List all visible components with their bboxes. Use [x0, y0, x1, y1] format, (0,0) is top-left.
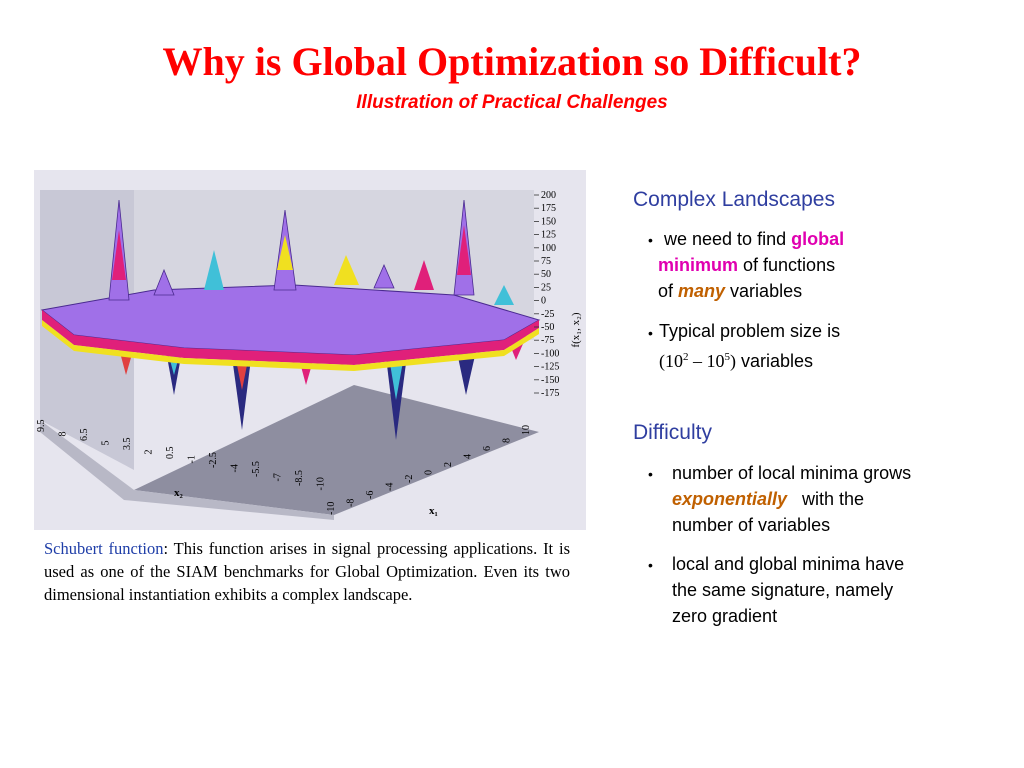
x2-tick-label: 5 [101, 441, 112, 446]
x1-tick-label: 0 [424, 470, 435, 475]
z-tick-label: -25 [541, 309, 554, 320]
x1-tick-label: -10 [326, 502, 337, 515]
x1-tick-label: 2 [443, 462, 454, 467]
heading-complex-landscapes: Complex Landscapes [633, 188, 835, 211]
figure-caption: Schubert function: This function arises … [44, 537, 570, 606]
keyword-many: many [678, 281, 726, 301]
x2-tick-label: -4 [230, 464, 241, 472]
surface-edge-band-2 [42, 320, 539, 371]
bullet-dot: • [648, 232, 653, 248]
x1-tick-label: 10 [521, 425, 532, 435]
z-tick-label: 0 [541, 296, 546, 307]
x2-tick-label: -5.5 [251, 461, 262, 477]
x2-tick-label: 2 [144, 450, 155, 455]
bullet-global-minimum: we need to find global minimum of functi… [658, 229, 845, 301]
bullet-dot: • [648, 557, 653, 573]
x2-axis-label: x₂ [174, 487, 184, 499]
x1-tick-label: -6 [365, 491, 376, 499]
x1-tick-label: 4 [463, 454, 474, 459]
surface-edge-band [42, 310, 539, 365]
z-tick-label: -125 [541, 362, 559, 373]
bullet-dot: • [648, 325, 653, 341]
positive-spikes [108, 199, 514, 305]
z-tick-label: 25 [541, 282, 551, 293]
bullet-problem-size: Typical problem size is (102 – 105) vari… [659, 321, 841, 371]
z-tick-label: -100 [541, 348, 559, 359]
keyword-exponentially: exponentially [672, 489, 788, 509]
floor-plane [134, 385, 539, 515]
z-tick-label: 125 [541, 230, 556, 241]
x2-tick-label: -10 [316, 477, 327, 490]
slide-title: Why is Global Optimization so Difficult? [162, 39, 862, 84]
z-axis-label: f(x₁, x₂) [570, 312, 582, 347]
schubert-surface-figure: 200 175 150 125 100 75 50 25 0 -25 -50 -75 -100 -125-… [34, 170, 586, 530]
bullet-local-minima-grows: number of local minima grows exponential… [672, 463, 912, 535]
x1-tick-label: 6 [482, 446, 493, 451]
bullet-same-signature: local and global minima have the same si… [672, 554, 905, 626]
z-tick-label: 75 [541, 256, 551, 267]
x1-tick-label: -4 [385, 483, 396, 491]
x2-tick-label: 9.5 [36, 420, 47, 433]
z-tick-label: 50 [541, 269, 551, 280]
z-tick-label: -150 [541, 375, 559, 386]
x2-tick-label: -8.5 [294, 470, 305, 486]
z-tick-label: -75 [541, 335, 554, 346]
z-tick-label: 100 [541, 243, 556, 254]
x1-tick-label: -2 [404, 475, 415, 483]
x1-axis-label: x₁ [429, 505, 438, 517]
floor-edge [40, 420, 334, 520]
x2-tick-label: 8 [58, 432, 69, 437]
x1-axis-ticks: -10 -8 -6 -4 -2 0 2 4 6 8 10 [326, 425, 532, 515]
z-tick-label: 175 [541, 203, 556, 214]
x2-tick-label: -1 [187, 455, 198, 463]
z-tick-label: -50 [541, 322, 554, 333]
z-tick-label: 200 [541, 190, 556, 201]
x2-axis-ticks: 9.5 8 6.5 5 3.5 2 0.5 -1 -2.5 -4 -5.5 -7 -8.5 -10 [36, 420, 327, 491]
z-tick-label: -175 [541, 388, 559, 399]
keyword-minimum: minimum [658, 255, 739, 275]
problem-size-range: (102 – 105) [659, 351, 736, 371]
x2-tick-label: 3.5 [122, 438, 133, 451]
x1-tick-label: -8 [346, 499, 357, 507]
x1-tick-label: 8 [502, 438, 513, 443]
keyword-global: global [791, 229, 845, 249]
x2-tick-label: -7 [273, 473, 284, 481]
caption-body: : This function arises in signal process… [44, 539, 570, 604]
z-tick-label: 150 [541, 216, 556, 227]
slide-subtitle: Illustration of Practical Challenges [356, 92, 668, 113]
x2-tick-label: 6.5 [79, 429, 90, 442]
x2-tick-label: -2.5 [208, 452, 219, 468]
heading-difficulty: Difficulty [633, 421, 712, 444]
surface-plot-svg: 2001751501251007550250-25-50-75-100-125-… [36, 190, 582, 520]
caption-lead: Schubert function [44, 539, 164, 558]
z-axis-ticks: 200 175 150 125 100 75 50 25 0 -25 -50 -75 -100 -125 -… [534, 190, 559, 399]
bullet-dot: • [648, 466, 653, 482]
x2-tick-label: 0.5 [165, 447, 176, 460]
